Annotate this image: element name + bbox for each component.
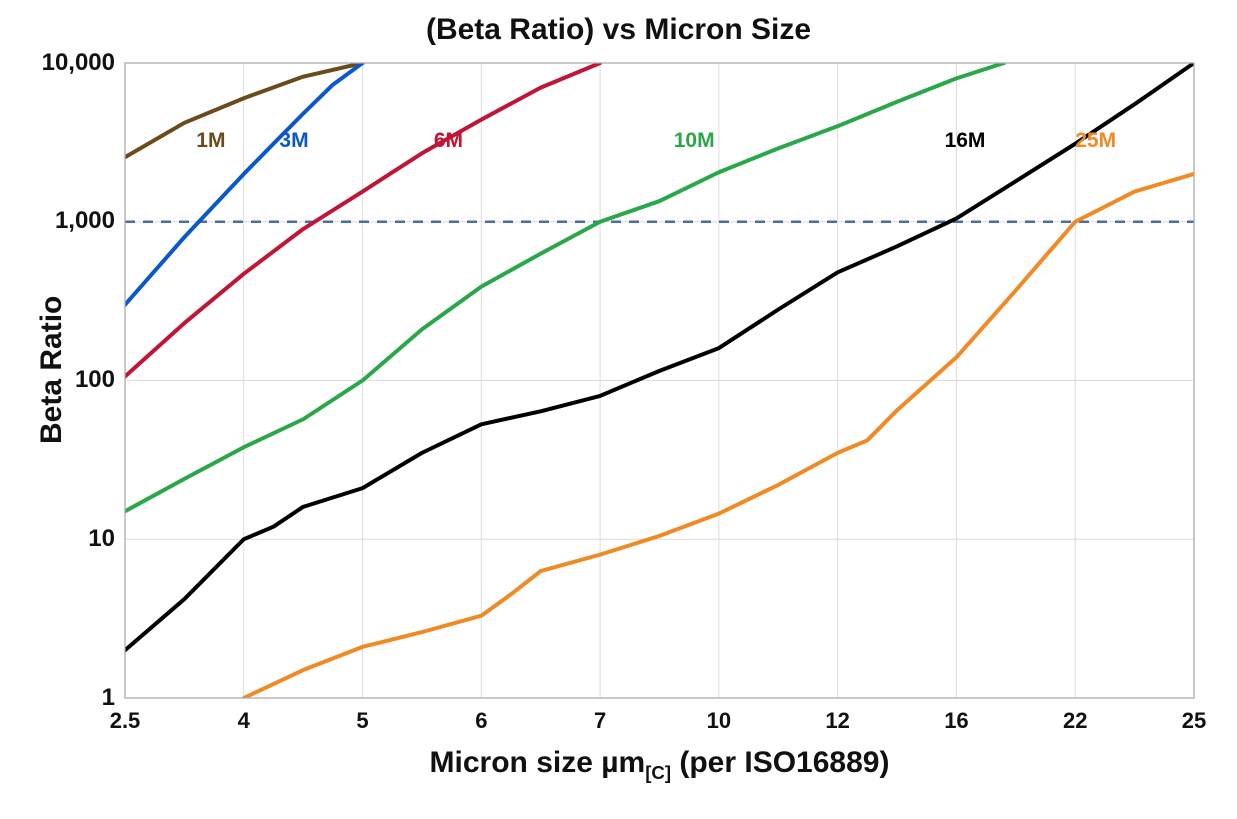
y-tick-label: 100: [25, 366, 115, 394]
series-label-6m: 6M: [434, 129, 463, 153]
x-tick-label: 25: [1164, 708, 1224, 734]
plot-area: [124, 62, 1195, 699]
y-tick-label: 1: [25, 684, 115, 712]
series-label-10m: 10M: [674, 129, 715, 153]
series-label-3m: 3M: [279, 129, 308, 153]
x-tick-label: 16: [926, 708, 986, 734]
y-tick-label: 10,000: [25, 49, 115, 77]
x-tick-label: 2.5: [95, 708, 155, 734]
series-label-1m: 1M: [196, 129, 225, 153]
series-label-16m: 16M: [945, 129, 986, 153]
x-tick-label: 12: [808, 708, 868, 734]
series-label-25m: 25M: [1075, 129, 1116, 153]
y-tick-label: 1,000: [25, 207, 115, 235]
x-axis-label-sub: [C]: [645, 762, 671, 783]
x-axis-label: Micron size µm[C] (per ISO16889): [125, 746, 1194, 784]
x-tick-label: 10: [689, 708, 749, 734]
x-axis-label-tail: (per ISO16889): [671, 746, 889, 779]
x-tick-label: 7: [570, 708, 630, 734]
x-tick-label: 4: [214, 708, 274, 734]
y-tick-label: 10: [25, 525, 115, 553]
x-axis-label-main: Micron size µm: [430, 746, 646, 779]
chart-title: (Beta Ratio) vs Micron Size: [0, 13, 1237, 47]
x-tick-label: 6: [451, 708, 511, 734]
chart-container: (Beta Ratio) vs Micron Size Beta Ratio M…: [0, 0, 1237, 819]
x-tick-label: 22: [1045, 708, 1105, 734]
x-tick-label: 5: [333, 708, 393, 734]
